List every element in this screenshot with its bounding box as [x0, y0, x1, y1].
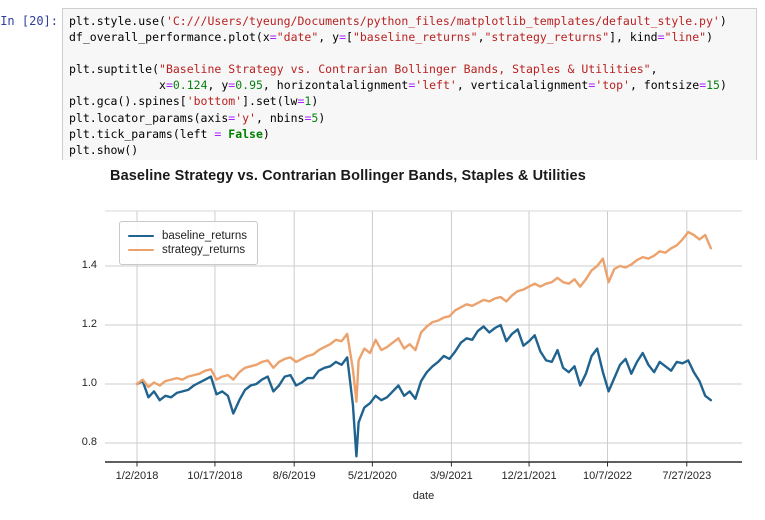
code-line[interactable]: plt.gca().spines['bottom'].set(lw=1): [69, 94, 319, 109]
legend: baseline_returns strategy_returns: [119, 221, 259, 265]
x-tick-label: 8/6/2019: [272, 470, 316, 482]
y-tick-label: 1.0: [81, 377, 97, 389]
code-line[interactable]: plt.show(): [69, 142, 139, 157]
legend-label-strategy: strategy_returns: [162, 244, 246, 256]
code-line[interactable]: plt.tick_params(left = False): [69, 126, 270, 141]
notebook-cell[interactable]: In [20]: plt.style.use('C:///Users/tyeun…: [0, 0, 765, 163]
x-tick-label: 1/2/2018: [115, 470, 159, 482]
code-line[interactable]: df_overall_performance.plot(x="date", y=…: [69, 30, 714, 45]
y-tick-label: 0.8: [81, 436, 97, 448]
chart-canvas: [105, 210, 742, 467]
code-line[interactable]: plt.style.use('C:///Users/tyeung/Documen…: [69, 14, 727, 28]
input-prompt-column: In [20]:: [0, 8, 62, 30]
x-tick-label: 5/21/2020: [347, 470, 397, 482]
strategy-line-swatch: [128, 248, 154, 252]
series-line-baseline_returns: [135, 323, 713, 458]
x-axis-label: date: [412, 490, 435, 502]
code-line[interactable]: [69, 45, 750, 61]
legend-label-baseline: baseline_returns: [162, 230, 248, 242]
baseline-line-swatch: [128, 234, 154, 238]
output-area: Baseline Strategy vs. Contrarian Bolling…: [0, 160, 765, 520]
code-line[interactable]: x=0.124, y=0.95, horizontalalignment='le…: [69, 78, 727, 93]
code-editor[interactable]: plt.style.use('C:///Users/tyeung/Documen…: [62, 8, 757, 163]
x-tick-label: 7/27/2023: [662, 470, 712, 482]
x-tick-label: 10/7/2022: [583, 470, 632, 482]
y-tick-label: 1.4: [81, 259, 97, 271]
legend-item-strategy: strategy_returns: [128, 244, 247, 256]
y-tick-label: 1.2: [81, 318, 97, 330]
legend-item-baseline: baseline_returns: [128, 230, 247, 242]
x-tick-label: 3/9/2021: [429, 470, 473, 482]
code-content[interactable]: plt.style.use('C:///Users/tyeung/Documen…: [69, 13, 750, 158]
input-prompt: In [20]:: [0, 14, 58, 28]
code-line[interactable]: plt.suptitle("Baseline Strategy vs. Cont…: [69, 62, 658, 77]
series-line-strategy_returns: [135, 230, 713, 403]
code-line[interactable]: plt.locator_params(axis='y', nbins=5): [69, 110, 326, 125]
x-tick-label: 12/21/2021: [501, 470, 557, 482]
figure-title: Baseline Strategy vs. Contrarian Bolling…: [110, 168, 586, 184]
x-tick-label: 10/17/2018: [187, 470, 243, 482]
